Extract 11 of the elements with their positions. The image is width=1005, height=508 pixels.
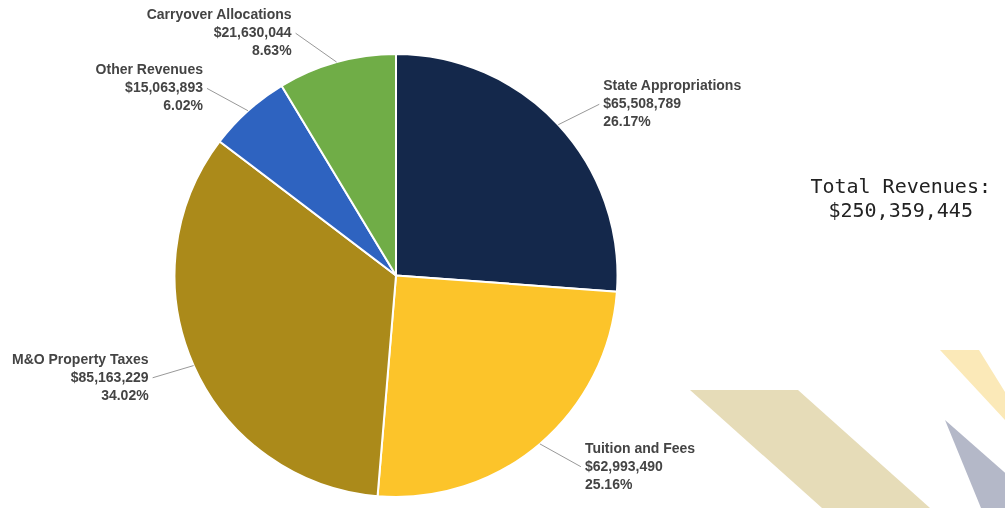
data-label: $65,508,789 26.17% [603,95,682,130]
slice-label: M&O Property Taxes [11,350,149,367]
slice-label: Tuition and Fees [584,439,696,456]
slice-label: Other Revenues [95,61,204,78]
slice-label: State Appropriations [603,77,742,94]
slice-label: Carryover Allocations [146,6,292,23]
data-label: $15,063,893 6.02% [125,79,204,114]
text: Total Revenues: $250,359,445 [810,174,991,222]
data-label: $21,630,044 8.63% [213,24,293,59]
data-label: $85,163,229 34.02% [70,368,150,403]
data-label: $62,993,490 25.16% [584,457,663,492]
